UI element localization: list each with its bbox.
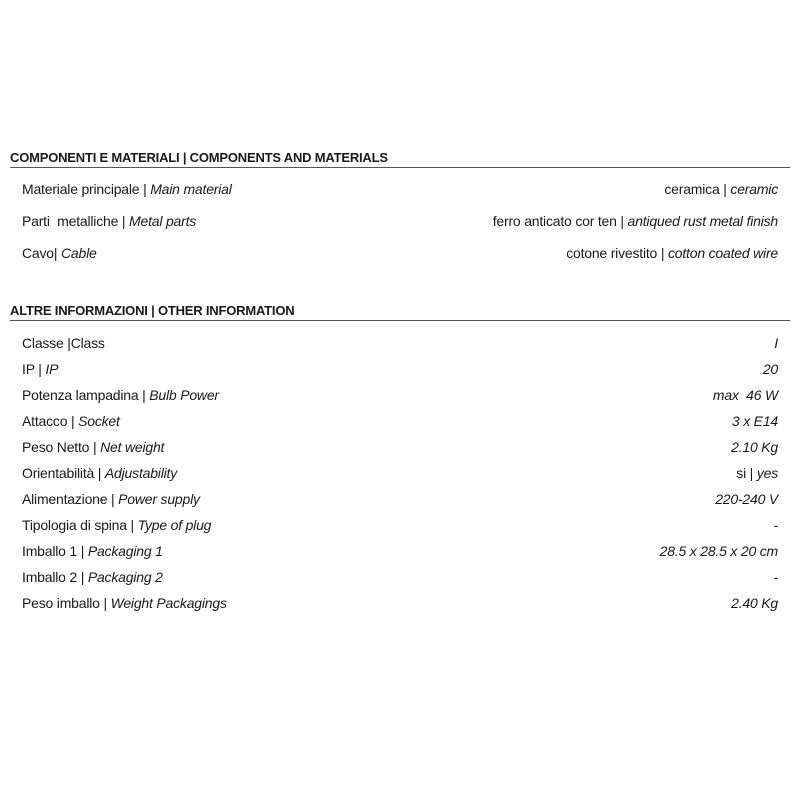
spec-label: Attacco | Socket — [22, 413, 120, 429]
label-english: Weight Packagings — [110, 595, 227, 611]
label-english: Net weight — [100, 439, 165, 455]
spec-label: Imballo 1 | Packaging 1 — [22, 543, 163, 559]
spec-label: Classe |Class — [22, 335, 105, 351]
value-english: 28.5 x 28.5 x 20 cm — [659, 543, 779, 559]
spec-label: Peso Netto | Net weight — [22, 439, 164, 455]
label-italian: Attacco | — [22, 413, 79, 429]
spec-label: Tipologia di spina | Type of plug — [22, 517, 211, 533]
label-italian: IP | — [22, 361, 46, 377]
label-italian: Cavo| — [22, 245, 62, 261]
label-english: Adjustability — [104, 465, 178, 481]
value-english: ceramic — [730, 181, 778, 197]
spec-row: Attacco | Socket 3 x E14 — [22, 413, 778, 429]
value-english: cotton coated wire — [667, 245, 778, 261]
spec-label: Peso imballo | Weight Packagings — [22, 595, 227, 611]
label-english: Power supply — [118, 491, 200, 507]
label-italian: Potenza lampadina | — [22, 387, 150, 403]
spec-row: Peso imballo | Weight Packagings 2.40 Kg — [22, 595, 778, 611]
spec-value: - — [773, 517, 779, 533]
spec-row: Potenza lampadina | Bulb Power max 46 W — [22, 387, 778, 403]
spec-value: 28.5 x 28.5 x 20 cm — [659, 543, 779, 559]
spec-label: Potenza lampadina | Bulb Power — [22, 387, 219, 403]
value-english: I — [774, 335, 778, 351]
value-italian: ferro anticato cor ten | — [492, 213, 628, 229]
value-english: antiqued rust metal finish — [627, 213, 779, 229]
section-heading: COMPONENTI E MATERIALI | COMPONENTS AND … — [10, 150, 790, 168]
spec-row: Cavo| Cable cotone rivestito | cotton coa… — [22, 245, 778, 261]
label-english: IP — [45, 361, 59, 377]
value-italian: cotone rivestito | — [566, 245, 668, 261]
label-english: Socket — [78, 413, 120, 429]
spec-label: Alimentazione | Power supply — [22, 491, 200, 507]
label-italian: Imballo 2 | — [22, 569, 88, 585]
label-english: Packaging 1 — [87, 543, 163, 559]
value-italian: ceramica | — [664, 181, 731, 197]
label-italian: Imballo 1 | — [22, 543, 88, 559]
value-italian: si | — [736, 465, 757, 481]
label-italian: Alimentazione | — [22, 491, 119, 507]
spec-value: 2.10 Kg — [731, 439, 778, 455]
spec-row: Materiale principale | Main material cera… — [22, 181, 778, 197]
spec-value: I — [774, 335, 778, 351]
label-italian: Peso imballo | — [22, 595, 111, 611]
value-english: - — [773, 569, 779, 585]
spec-row: Parti metalliche | Metal parts ferro anti… — [22, 213, 778, 229]
spec-row: Tipologia di spina | Type of plug - — [22, 517, 778, 533]
spec-row: Imballo 1 | Packaging 1 28.5 x 28.5 x 20 … — [22, 543, 778, 559]
spec-row: Peso Netto | Net weight 2.10 Kg — [22, 439, 778, 455]
spec-value: 3 x E14 — [732, 413, 778, 429]
spec-row: Orientabilità | Adjustability si | yes — [22, 465, 778, 481]
section-heading: ALTRE INFORMAZIONI | OTHER INFORMATION — [10, 303, 790, 321]
spec-value: ceramica | ceramic — [664, 181, 778, 197]
spec-value: si | yes — [736, 465, 778, 481]
label-english: Metal parts — [129, 213, 197, 229]
spec-label: Imballo 2 | Packaging 2 — [22, 569, 163, 585]
spec-label: Cavo| Cable — [22, 245, 97, 261]
spec-row: IP | IP 20 — [22, 361, 778, 377]
value-english: max 46 W — [712, 387, 778, 403]
label-english: Cable — [61, 245, 97, 261]
value-english: 220-240 V — [715, 491, 778, 507]
spec-value: ferro anticato cor ten | antiqued rust m… — [493, 213, 778, 229]
spec-row: Imballo 2 | Packaging 2 - — [22, 569, 778, 585]
label-italian: Peso Netto | — [22, 439, 101, 455]
spec-value: 2.40 Kg — [731, 595, 778, 611]
label-italian: Materiale principale | — [22, 181, 151, 197]
value-english: 2.40 Kg — [731, 595, 778, 611]
value-english: - — [773, 517, 779, 533]
spec-value: - — [773, 569, 779, 585]
value-english: 3 x E14 — [731, 413, 778, 429]
value-english: 20 — [762, 361, 778, 377]
spec-value: max 46 W — [713, 387, 778, 403]
label-english: Packaging 2 — [87, 569, 163, 585]
spec-label: Parti metalliche | Metal parts — [22, 213, 196, 229]
label-italian: Classe |Class — [22, 335, 105, 351]
value-english: 2.10 Kg — [731, 439, 778, 455]
spec-label: Materiale principale | Main material — [22, 181, 232, 197]
spec-value: 20 — [763, 361, 778, 377]
spec-label: IP | IP — [22, 361, 58, 377]
spec-row: Classe |Class I — [22, 335, 778, 351]
label-italian: Parti metalliche | — [22, 213, 130, 229]
label-english: Bulb Power — [149, 387, 219, 403]
label-english: Main material — [150, 181, 232, 197]
spec-value: cotone rivestito | cotton coated wire — [566, 245, 778, 261]
label-english: Type of plug — [137, 517, 212, 533]
spec-label: Orientabilità | Adjustability — [22, 465, 177, 481]
spec-value: 220-240 V — [715, 491, 778, 507]
spec-row: Alimentazione | Power supply 220-240 V — [22, 491, 778, 507]
value-english: yes — [756, 465, 778, 481]
label-italian: Orientabilità | — [22, 465, 105, 481]
label-italian: Tipologia di spina | — [22, 517, 138, 533]
